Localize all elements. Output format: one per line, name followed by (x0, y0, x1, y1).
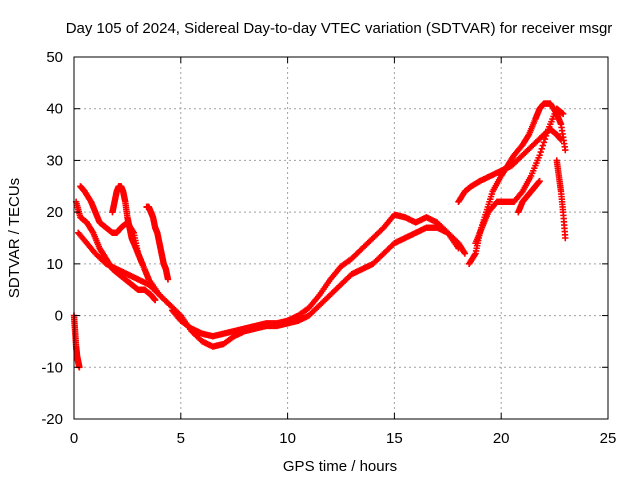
series-early-trace-b (72, 198, 159, 304)
x-tick-label: 5 (177, 430, 185, 447)
data-point (518, 189, 525, 196)
data-point (151, 296, 159, 304)
data-point (562, 234, 569, 242)
data-points (70, 100, 569, 371)
x-tick-label: 10 (279, 430, 296, 447)
series-bump-2h (109, 183, 146, 268)
data-point (538, 145, 545, 152)
x-tick-label: 25 (600, 430, 617, 447)
data-point (537, 148, 544, 156)
data-point (539, 142, 547, 149)
y-tick-label: 50 (46, 49, 63, 66)
series-bump-3.5h (143, 203, 172, 283)
data-point (166, 302, 174, 309)
data-point (455, 245, 462, 252)
series-initial-drop (70, 312, 83, 371)
axis-ticks: 0 5 10 15 20 25 -20 -10 0 10 20 30 40 50 (41, 49, 616, 447)
data-point (562, 146, 569, 154)
data-point (542, 132, 550, 140)
y-tick-label: -10 (41, 359, 63, 376)
y-tick-label: 10 (46, 256, 63, 273)
series-late-trace-c (472, 105, 567, 247)
y-tick-label: 0 (55, 308, 63, 325)
data-point (543, 129, 551, 136)
data-point (540, 139, 548, 146)
y-tick-label: -20 (41, 411, 63, 428)
data-point (89, 228, 96, 235)
y-tick-label: 40 (46, 101, 63, 118)
data-point (139, 260, 146, 268)
y-tick-label: 30 (46, 152, 63, 169)
data-point (164, 276, 172, 283)
y-tick-label: 20 (46, 204, 63, 221)
series-late-trace-b (455, 126, 565, 205)
data-point (541, 135, 549, 143)
data-point (461, 250, 469, 257)
x-tick-label: 0 (70, 430, 78, 447)
x-tick-label: 15 (386, 430, 403, 447)
data-point (559, 110, 567, 118)
data-point (557, 136, 565, 143)
chart-title: Day 105 of 2024, Sidereal Day-to-day VTE… (66, 20, 613, 37)
plot-frame (73, 56, 609, 420)
y-axis-label: SDTVAR / TECUs (6, 178, 23, 298)
data-point (536, 152, 543, 159)
x-tick-label: 20 (493, 430, 510, 447)
x-axis-label: GPS time / hours (283, 458, 397, 475)
series-upper-arc (169, 211, 462, 340)
data-point (471, 251, 478, 259)
data-point (460, 249, 468, 256)
series-side-spur (515, 177, 543, 216)
series-late-drop (553, 157, 569, 242)
series-late-trace-a (465, 100, 569, 268)
data-point (536, 177, 543, 185)
data-point (524, 132, 532, 140)
